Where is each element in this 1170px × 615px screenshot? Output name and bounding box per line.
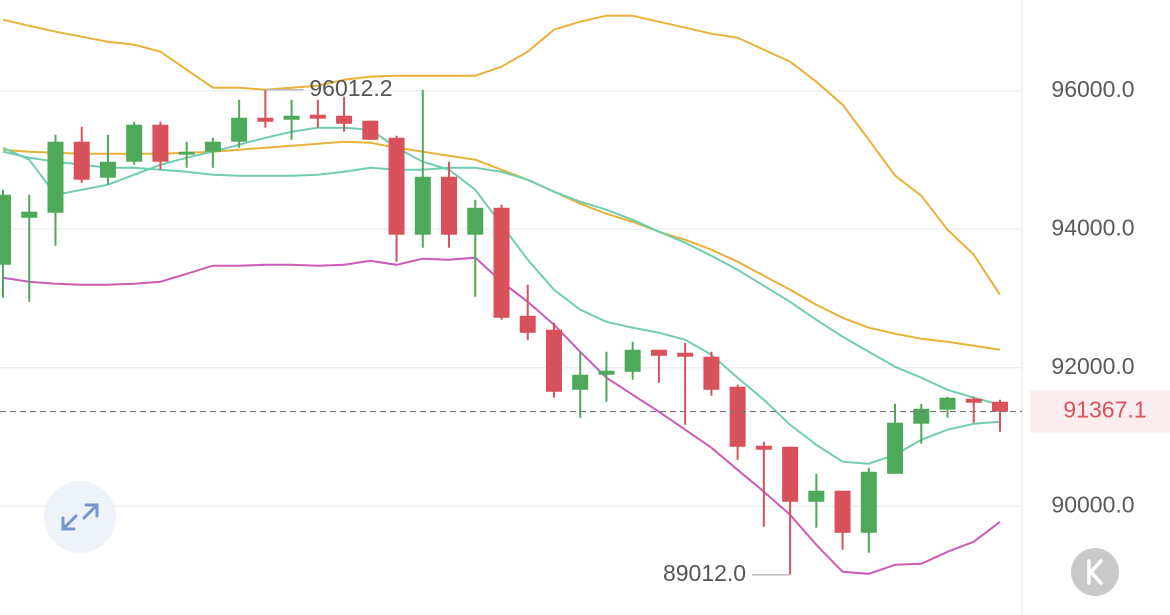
low-label: 89012.0 (663, 560, 746, 586)
candle-body (99, 161, 116, 178)
candle-body (860, 471, 877, 533)
candle-body (992, 401, 1008, 412)
candle-body (782, 446, 799, 502)
candle-body (47, 141, 64, 213)
candle-body (808, 490, 825, 502)
candle-body (598, 370, 615, 375)
indicator-line (2, 150, 1001, 406)
candle-body (650, 349, 667, 356)
candle-body (519, 315, 536, 333)
candle-body (887, 422, 904, 474)
candle-body (178, 151, 195, 155)
indicator-line (2, 140, 1001, 351)
candle-body (913, 408, 930, 424)
candle-body (204, 141, 221, 152)
y-tick-label: 90000.0 (1051, 491, 1134, 517)
candle-body (755, 445, 772, 450)
kline-icon (1087, 559, 1103, 585)
kline-button-bg[interactable] (1071, 548, 1119, 596)
kline-button[interactable] (1071, 548, 1119, 596)
candle-body (336, 115, 353, 124)
expand-button[interactable] (44, 481, 116, 553)
candle-body (152, 124, 169, 162)
indicator-line (2, 14, 1001, 296)
candle-body (0, 194, 11, 265)
candle-body (834, 490, 851, 533)
candle-body (231, 117, 248, 142)
expand-button-bg[interactable] (44, 481, 116, 553)
last-price-tag (1030, 390, 1170, 433)
candle-body (414, 176, 431, 235)
y-tick-label: 94000.0 (1051, 214, 1134, 240)
candle-body (388, 137, 405, 235)
plot: 96012.2 89012.0 (0, 14, 1022, 586)
candle-body (939, 397, 956, 410)
candle-body (73, 141, 90, 180)
y-tick-label: 96000.0 (1051, 76, 1134, 102)
candle-body (257, 117, 274, 122)
candle-body (126, 124, 143, 162)
candle-body (283, 115, 300, 120)
candle-body (965, 398, 982, 403)
candle-body (703, 356, 720, 390)
candle-body (493, 207, 510, 318)
candle-body (545, 329, 562, 392)
high-label: 96012.2 (309, 75, 392, 101)
candle-body (441, 176, 458, 235)
candle-body (572, 374, 589, 390)
candle-body (467, 207, 484, 235)
y-tick-label: 92000.0 (1051, 353, 1134, 379)
candle-body (362, 120, 379, 140)
expand-icon (61, 503, 99, 531)
candle-body (729, 386, 746, 447)
last-price-label: 91367.1 (1063, 397, 1146, 423)
candle-body (309, 114, 326, 119)
candle-body (21, 211, 38, 218)
candle-body (677, 352, 694, 357)
candle-body (624, 349, 641, 372)
